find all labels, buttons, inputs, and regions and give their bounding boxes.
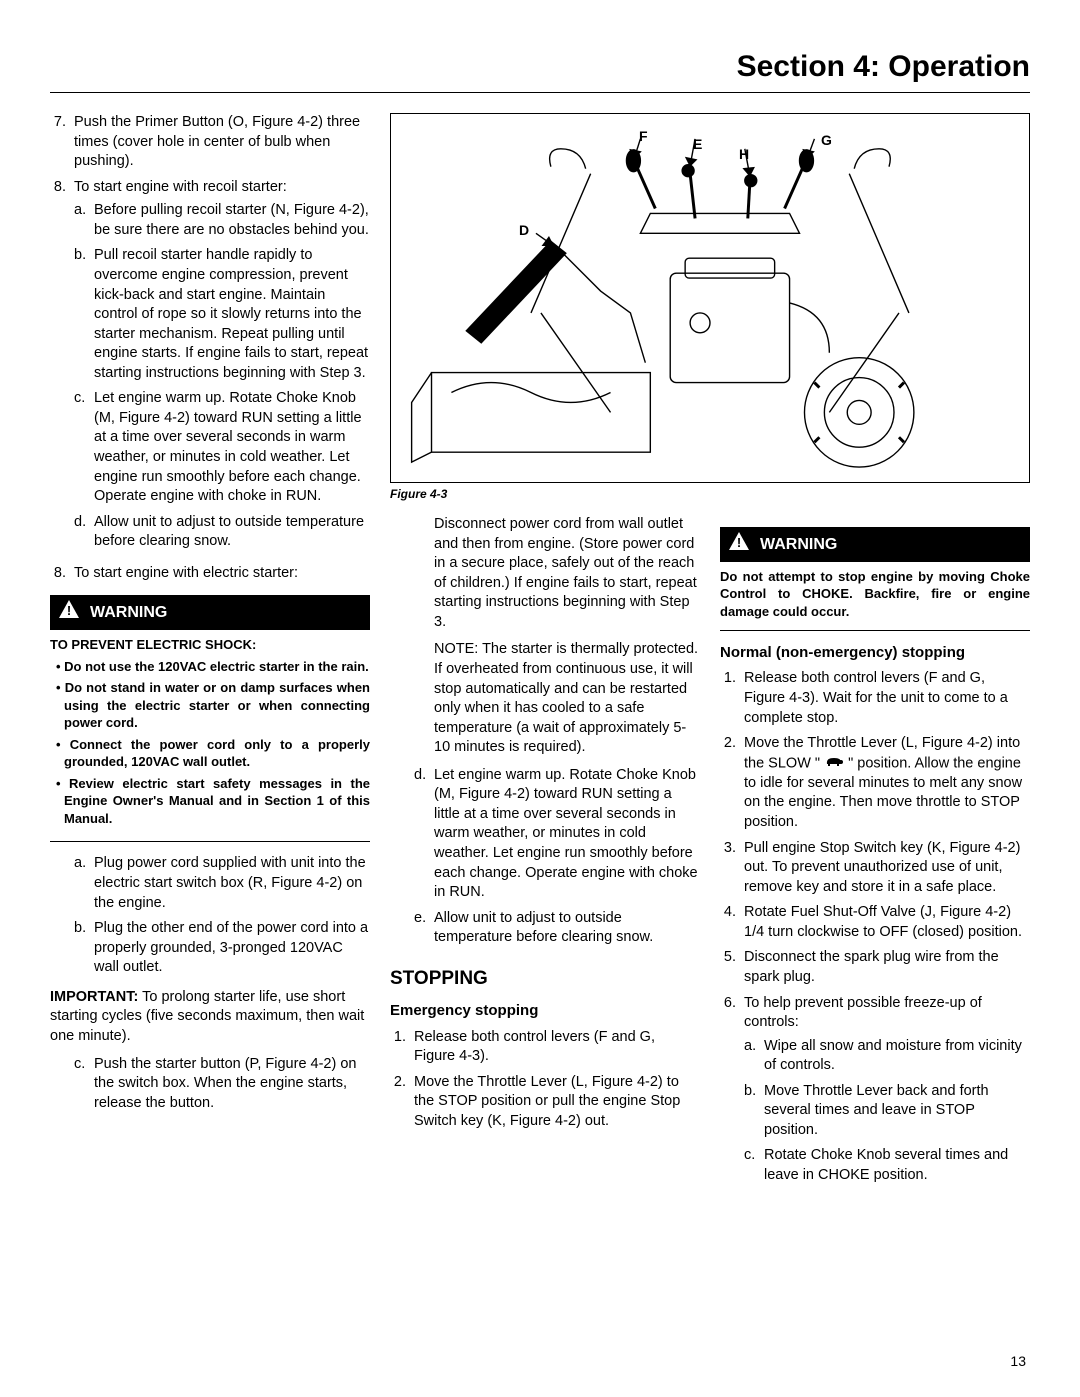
page-title: Section 4: Operation (50, 50, 1030, 93)
warning-heading-1: ! WARNING (50, 595, 370, 630)
para-disconnect: Disconnect power cord from wall outlet a… (390, 515, 700, 632)
page: Section 4: Operation 7. Push the Primer … (0, 0, 1080, 1228)
warning-triangle-icon: ! (728, 531, 750, 558)
fig-label-h: H (739, 146, 749, 162)
svg-text:!: ! (737, 535, 741, 550)
turtle-icon (824, 754, 844, 774)
warning-label: WARNING (90, 602, 167, 624)
snowthrower-illustration (391, 114, 1029, 482)
warning-heading-2: ! WARNING (720, 527, 1030, 562)
figure-4-3: F E H G D (390, 113, 1030, 483)
important-note: IMPORTANT: To prolong starter life, use … (50, 988, 370, 1047)
column-1: 7. Push the Primer Button (O, Figure 4-2… (50, 113, 370, 1198)
fig-label-g: G (821, 132, 832, 148)
para-note-thermal: NOTE: The starter is thermally protected… (390, 640, 700, 757)
column-2: Disconnect power cord from wall outlet a… (390, 515, 700, 1198)
figure-caption: Figure 4-3 (390, 487, 1030, 501)
step-8-recoil: 8. To start engine with recoil starter: … (50, 178, 370, 558)
fig-label-e: E (693, 136, 702, 152)
emergency-stopping-heading: Emergency stopping (390, 1001, 700, 1021)
columns-2-3: F E H G D Figure 4-3 Disconnect power co… (390, 113, 1030, 1198)
fig-label-f: F (639, 128, 648, 144)
columns: 7. Push the Primer Button (O, Figure 4-2… (50, 113, 1030, 1198)
warning-body-1: TO PREVENT ELECTRIC SHOCK: Do not use th… (50, 636, 370, 842)
stopping-heading: STOPPING (390, 966, 700, 992)
page-number: 13 (1010, 1353, 1026, 1369)
step-8-electric: 8. To start engine with electric starter… (50, 564, 370, 584)
normal-stopping-heading: Normal (non-emergency) stopping (720, 643, 1030, 663)
step-7: 7. Push the Primer Button (O, Figure 4-2… (50, 113, 370, 172)
svg-text:!: ! (67, 603, 71, 618)
warning-label: WARNING (760, 534, 837, 556)
column-3: ! WARNING Do not attempt to stop engine … (720, 515, 1030, 1198)
step-throttle-slow: Move the Throttle Lever (L, Figure 4-2) … (744, 734, 1030, 832)
fig-label-d: D (519, 222, 529, 238)
warning-body-2: Do not attempt to stop engine by moving … (720, 568, 1030, 632)
warning-triangle-icon: ! (58, 599, 80, 626)
